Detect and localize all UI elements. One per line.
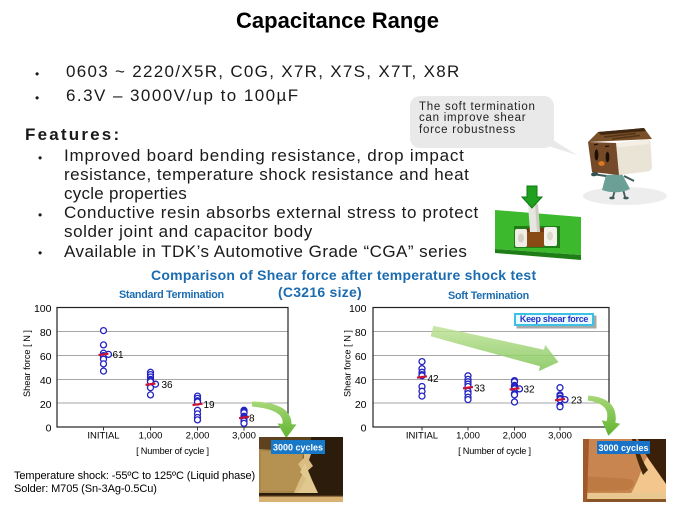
svg-text:42: 42 (428, 374, 440, 385)
svg-text:3000 cycles: 3000 cycles (598, 443, 648, 453)
svg-text:2,000: 2,000 (503, 431, 527, 442)
svg-text:0: 0 (361, 423, 367, 435)
svg-text:80: 80 (355, 327, 367, 339)
svg-text:[ Number of cycle ]: [ Number of cycle ] (458, 446, 531, 456)
svg-text:33: 33 (474, 384, 486, 395)
svg-text:0: 0 (46, 423, 52, 435)
svg-text:32: 32 (524, 385, 536, 396)
svg-text:36: 36 (162, 380, 174, 391)
svg-text:INITIAL: INITIAL (87, 431, 119, 442)
svg-text:2,000: 2,000 (186, 431, 210, 442)
svg-text:60: 60 (40, 351, 52, 363)
svg-text:23: 23 (571, 396, 583, 407)
svg-text:60: 60 (355, 351, 367, 363)
svg-text:3,000: 3,000 (548, 431, 572, 442)
svg-text:3,000: 3,000 (232, 431, 256, 442)
svg-text:1,000: 1,000 (456, 431, 480, 442)
svg-text:80: 80 (40, 327, 52, 339)
svg-text:100: 100 (34, 303, 52, 315)
svg-text:1,000: 1,000 (139, 431, 163, 442)
svg-text:20: 20 (40, 399, 52, 411)
svg-text:19: 19 (204, 400, 216, 411)
svg-text:Shear force [ N ]: Shear force [ N ] (343, 330, 353, 397)
svg-text:40: 40 (40, 375, 52, 387)
svg-text:INITIAL: INITIAL (406, 431, 438, 442)
svg-text:[ Number of cycle ]: [ Number of cycle ] (136, 446, 209, 456)
svg-text:40: 40 (355, 375, 367, 387)
svg-text:Shear force [ N ]: Shear force [ N ] (22, 330, 32, 397)
svg-text:20: 20 (355, 399, 367, 411)
svg-text:8: 8 (249, 414, 255, 425)
svg-text:3000 cycles: 3000 cycles (273, 443, 323, 453)
svg-text:61: 61 (113, 350, 125, 361)
svg-text:100: 100 (349, 303, 367, 315)
